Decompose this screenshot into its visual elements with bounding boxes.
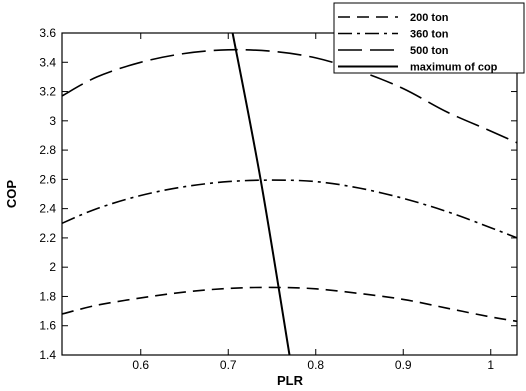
x-axis-title: PLR <box>277 373 304 388</box>
series-line-360-ton <box>61 179 518 239</box>
series-line-200-ton <box>61 286 518 323</box>
y-tick-label: 3.2 <box>39 85 56 99</box>
y-tick-label: 2.6 <box>39 172 56 186</box>
series-line-500-ton <box>61 48 518 144</box>
series-layer <box>61 32 518 356</box>
legend-box <box>333 2 525 74</box>
y-tick-label: 2.2 <box>39 231 56 245</box>
plot-frame <box>61 32 518 356</box>
ticks-layer: 0.6 0.7 0.8 0.9 1 1.4 1.6 1.8 2 2.2 2.4 2.6 2.8 3 3.2 3… <box>39 26 517 372</box>
x-tick-label: 0.9 <box>395 358 412 372</box>
y-axis-title: COP <box>4 180 19 209</box>
x-tick-label: 0.6 <box>132 358 149 372</box>
y-tick-label: 1.4 <box>39 348 56 362</box>
legend-label-500-ton: 500 ton <box>410 45 449 57</box>
y-tick-label: 3 <box>49 114 56 128</box>
y-tick-label: 1.8 <box>39 289 56 303</box>
y-tick-label: 2 <box>49 260 56 274</box>
y-tick-label: 2.4 <box>39 202 56 216</box>
y-tick-label: 2.8 <box>39 143 56 157</box>
y-tick-label: 3.6 <box>39 26 56 40</box>
x-tick-label: 0.8 <box>307 358 324 372</box>
legend: 200 ton 360 ton 500 ton maximum of cop <box>333 2 525 74</box>
legend-label-360-ton: 360 ton <box>410 29 449 41</box>
legend-label-maximum-of-cop: maximum of cop <box>410 62 498 74</box>
series-line-maximum-of-cop <box>231 32 291 356</box>
x-tick-label: 1 <box>487 358 494 372</box>
legend-label-200-ton: 200 ton <box>410 12 449 24</box>
x-tick-label: 0.7 <box>220 358 237 372</box>
y-tick-label: 3.4 <box>39 55 56 69</box>
y-tick-label: 1.6 <box>39 319 56 333</box>
